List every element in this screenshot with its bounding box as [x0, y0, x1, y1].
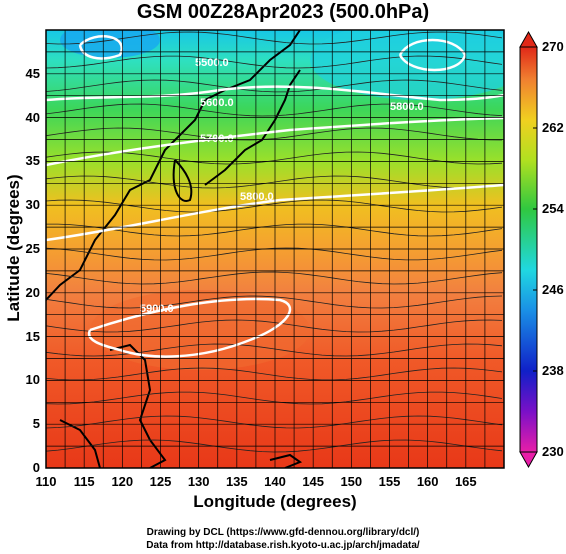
- chart-title: GSM 00Z28Apr2023 (500.0hPa): [136, 1, 430, 23]
- y-axis-label: Latitude (degrees): [4, 174, 23, 322]
- y-tick-label: 30: [25, 197, 40, 213]
- credit-line-2: Data from http://database.rish.kyoto-u.a…: [146, 540, 420, 551]
- contour-label-1: 5500.0: [195, 57, 229, 69]
- y-tick-label: 25: [25, 241, 40, 256]
- x-tick-label: 110: [35, 474, 57, 489]
- y-tick-label: 10: [25, 372, 40, 388]
- contour-label-2: 5600.0: [200, 97, 234, 109]
- colorbar-tick-label: 230: [542, 444, 564, 459]
- x-tick-label: 115: [73, 474, 95, 489]
- y-tick-label: 5: [32, 416, 40, 432]
- x-tick-label: 145: [302, 474, 325, 489]
- y-tick-label: 0: [32, 460, 40, 475]
- colorbar-max-arrow: [519, 30, 538, 48]
- x-tick-label: 120: [111, 474, 134, 489]
- plot-frame: [45, 29, 505, 469]
- x-tick-label: 155: [378, 474, 401, 489]
- colorbar-tick-label: 254: [542, 201, 564, 216]
- contour-label-6: 5800.0: [390, 101, 424, 113]
- colorbar-min-arrow: [519, 451, 538, 469]
- contour-label-5: 5900.0: [140, 303, 174, 315]
- height-contours: [46, 35, 504, 358]
- colorbar-tick-label: 270: [542, 39, 564, 54]
- x-tick-label: 135: [225, 474, 248, 489]
- grid-lines: [46, 30, 504, 468]
- colorbar-tick-label: 246: [542, 282, 564, 297]
- y-tick-label: 20: [25, 284, 40, 300]
- x-tick-label: 130: [187, 474, 210, 489]
- y-tick-label: 15: [25, 328, 40, 344]
- x-tick-label: 125: [149, 474, 172, 489]
- y-tick-label: 40: [25, 109, 40, 125]
- credit-line-1: Drawing by DCL (https://www.gfd-dennou.o…: [146, 527, 420, 538]
- y-tick-label: 35: [25, 153, 40, 169]
- colorbar: [519, 30, 538, 469]
- x-axis-label: Longitude (degrees): [193, 492, 357, 511]
- contour-label-4: 5800.0: [240, 191, 274, 203]
- coastlines: [46, 30, 303, 468]
- y-tick-label: 45: [25, 65, 40, 81]
- colorbar-tick-label: 238: [542, 363, 564, 378]
- x-tick-label: 140: [264, 474, 286, 489]
- x-tick-label: 160: [416, 474, 439, 489]
- contour-label-3: 5700.0: [200, 133, 234, 145]
- x-tick-label: 150: [340, 474, 363, 489]
- colorbar-tick-label: 262: [542, 120, 564, 135]
- x-tick-label: 165: [454, 474, 477, 489]
